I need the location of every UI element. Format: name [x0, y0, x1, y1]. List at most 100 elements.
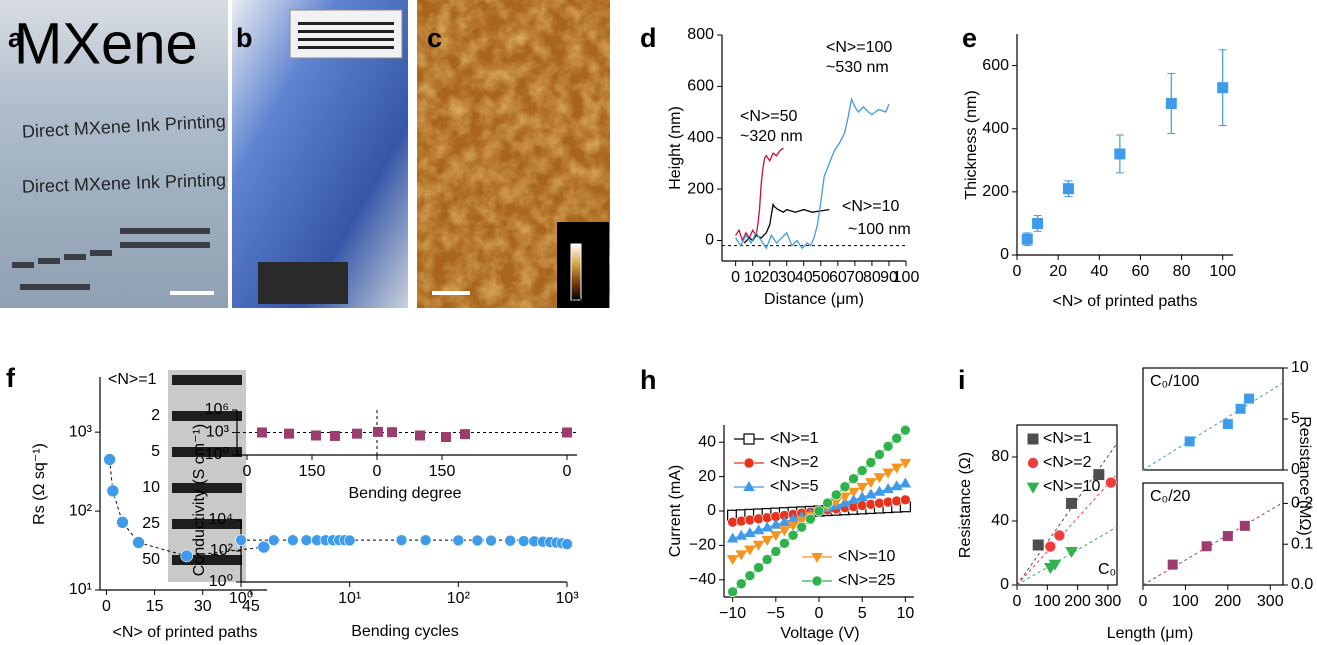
- y-tick-label: 10: [1291, 359, 1309, 376]
- panel-label: d: [640, 23, 657, 53]
- x-tick-label: 0: [1013, 263, 1022, 280]
- y-axis-label: Rs (Ω sq⁻¹): [31, 443, 48, 525]
- marker: [1066, 498, 1077, 509]
- legend-label: <N>=5: [770, 478, 819, 495]
- x-tick-label: 0: [731, 269, 740, 286]
- x-tick-label: 0: [1139, 593, 1148, 610]
- marker: [1022, 234, 1033, 245]
- x-axis-label: Distance (μm): [764, 291, 864, 308]
- marker: [736, 579, 746, 589]
- marker: [1244, 394, 1254, 404]
- marker: [107, 485, 119, 497]
- y-axis-label: Thickness (nm): [963, 90, 980, 199]
- x-tick-label: 150: [299, 463, 326, 480]
- x-tick-label: 200: [1214, 593, 1241, 610]
- marker: [284, 429, 294, 439]
- y-tick-label: 10³: [69, 423, 93, 440]
- x-tick-label: 80: [863, 269, 881, 286]
- y-tick-label: 80: [991, 448, 1009, 465]
- y-tick-label: 10²: [210, 542, 234, 559]
- marker: [505, 535, 516, 546]
- x-tick-label: 10: [744, 269, 762, 286]
- marker: [728, 587, 738, 597]
- y-axis-label: Resistance (Ω): [957, 452, 974, 558]
- marker: [116, 516, 128, 528]
- x-axis-label: Length (μm): [1107, 625, 1194, 642]
- x-tick-label: 0: [563, 463, 572, 480]
- x-tick-label: 0: [243, 463, 252, 480]
- marker: [268, 535, 279, 546]
- y-tick-label: 20: [698, 468, 716, 485]
- inset-label: 50: [142, 551, 160, 568]
- x-tick-label: 0: [1013, 593, 1022, 610]
- marker: [1114, 148, 1125, 159]
- y-tick-label: 200: [687, 180, 714, 197]
- marker: [258, 541, 270, 553]
- inset-label: 10: [142, 479, 160, 496]
- panel-label: h: [640, 365, 657, 395]
- series-label: <N>=100: [826, 39, 892, 56]
- x-tick-label: 20: [1049, 263, 1067, 280]
- legend-marker: [1028, 458, 1039, 469]
- marker: [866, 457, 876, 467]
- marker: [460, 429, 470, 439]
- legend-marker: [743, 481, 755, 491]
- marker: [1054, 530, 1065, 541]
- marker: [472, 535, 483, 546]
- marker: [840, 482, 850, 492]
- y-tick-label: 10⁴: [208, 511, 233, 528]
- legend-marker: [744, 434, 754, 444]
- x-tick-label: 10⁰: [229, 590, 253, 607]
- figure: MXene Direct MXene Ink Printing Direct M…: [0, 0, 1317, 645]
- marker: [1168, 560, 1178, 570]
- annotation: ~320 nm: [740, 128, 803, 145]
- y-tick-label: 0: [1000, 576, 1009, 593]
- x-tick-label: 300: [1095, 593, 1122, 610]
- marker: [562, 428, 572, 438]
- y-axis-label: Resistance (MΩ): [1296, 416, 1313, 536]
- y-tick-label: −20: [689, 537, 716, 554]
- y-tick-label: 10¹: [69, 581, 92, 598]
- y-tick-label: 400: [687, 129, 714, 146]
- inset-photo: [290, 10, 402, 58]
- panel-label: e: [962, 23, 977, 53]
- marker: [727, 555, 739, 565]
- x-tick-label: 40: [1090, 263, 1108, 280]
- legend-label: <N>=2: [770, 454, 819, 471]
- y-tick-label: 10⁰: [205, 446, 229, 463]
- scale-bar: [170, 291, 214, 295]
- page: {"figure": { "panel_labels": ["a", "b", …: [0, 0, 1317, 645]
- x-tick-label: 10¹: [338, 590, 361, 607]
- y-tick-label: 40: [991, 512, 1009, 529]
- marker: [236, 535, 247, 546]
- colorbar-label: 482.7 nm: [564, 230, 602, 240]
- marker: [900, 477, 912, 487]
- marker: [133, 536, 145, 548]
- legend-label: <N>=1: [1043, 430, 1092, 447]
- x-axis-label: <N> of printed paths: [113, 624, 258, 641]
- marker: [287, 535, 298, 546]
- annotation: ~100 nm: [848, 221, 911, 238]
- marker: [1065, 547, 1078, 558]
- marker: [1236, 404, 1246, 414]
- x-tick-label: 300: [1257, 593, 1284, 610]
- x-tick-label: 70: [846, 269, 864, 286]
- marker: [1202, 541, 1212, 551]
- y-tick-label: 200: [982, 183, 1009, 200]
- marker: [1032, 218, 1043, 229]
- x-tick-label: 200: [1064, 593, 1091, 610]
- marker: [857, 466, 867, 476]
- legend-marker: [811, 553, 823, 563]
- y-tick-label: 40: [698, 433, 716, 450]
- x-tick-label: 100: [1034, 593, 1061, 610]
- x-axis-label: Bending cycles: [351, 623, 459, 640]
- y-tick-label: −40: [689, 571, 716, 588]
- y-tick-label: 600: [687, 78, 714, 95]
- annotation: ~530 nm: [826, 59, 889, 76]
- marker: [1105, 477, 1116, 488]
- y-tick-label: 400: [982, 120, 1009, 137]
- printed-line: [172, 375, 242, 385]
- marker: [352, 429, 362, 439]
- legend-label: <N>=10: [838, 548, 895, 565]
- marker: [453, 535, 464, 546]
